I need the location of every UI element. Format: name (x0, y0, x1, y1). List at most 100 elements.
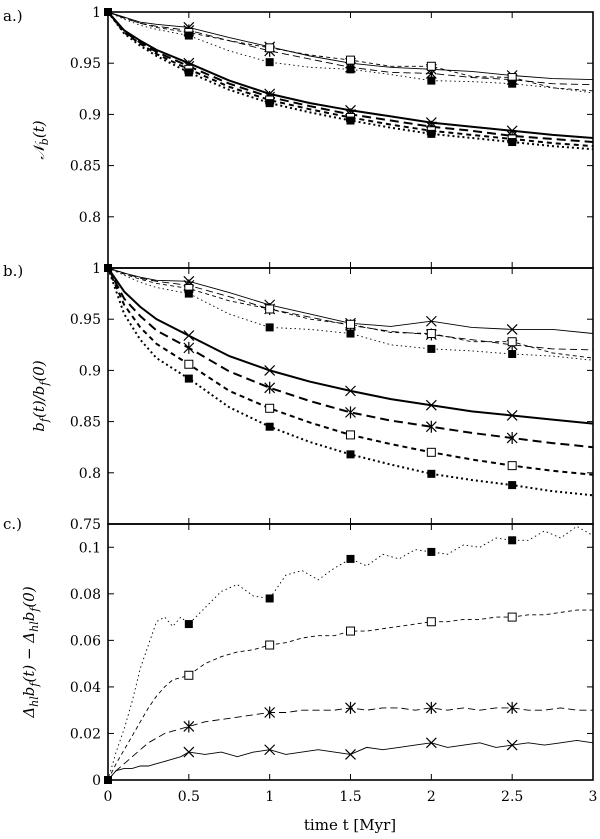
data-point-filledsquare (346, 450, 355, 459)
x-tick-label: 2 (427, 789, 436, 805)
panel-a-ylabel: 𝒩b(t) (30, 120, 51, 159)
data-point-opensquare (507, 461, 517, 471)
y-tick-label: 0.9 (79, 363, 101, 379)
panel-b-label: b.) (3, 262, 23, 280)
data-point-filledsquare (346, 65, 355, 74)
data-point-filledsquare (265, 594, 274, 603)
data-point-star (264, 381, 276, 394)
data-point-star (506, 701, 518, 714)
data-point-filledsquare (184, 374, 193, 383)
panel-c: c.) Δhlbf(t) − Δhlbf(0) 0 0.02 0.04 0.06 0.0… (3, 515, 597, 834)
data-point-opensquare (507, 612, 517, 622)
panel-b-ylabel: bf(t)/bf(0) (30, 360, 51, 432)
x-tick-label: 0 (104, 789, 113, 805)
data-point-filledsquare (508, 536, 517, 545)
y-tick-label: 0 (92, 773, 101, 789)
data-point-opensquare (265, 304, 275, 314)
y-tick-label: 0.85 (70, 415, 101, 431)
data-point-filledsquare (427, 76, 436, 85)
data-point-star (506, 431, 518, 444)
series-line-thin-short-dash-open-square (107, 11, 594, 92)
data-point-filledsquare (265, 58, 274, 67)
data-point-opensquare (265, 403, 275, 413)
panel-a-ticks: 0.8 0.85 0.9 0.95 1 (70, 5, 593, 268)
data-point-filledsquare (346, 116, 355, 125)
data-point-filledsquare (508, 350, 517, 359)
data-point-x (506, 410, 518, 421)
panel-c-ylabel: Δhlbf(t) − Δhlbf(0) (20, 586, 41, 719)
data-point-filledsquare (508, 138, 517, 147)
y-tick-label: 0.8 (79, 210, 101, 226)
data-point-filledsquare (265, 422, 274, 431)
data-point-opensquare (346, 319, 355, 329)
series-line-thin-solid-x (107, 11, 594, 81)
y-tick-label: 0.02 (70, 726, 101, 742)
data-point-x (425, 399, 437, 411)
panel-a: a.) 𝒩b(t) 0.8 0.85 0.9 0.95 1 (3, 5, 594, 269)
panel-b-ticks: 0.8 0.85 0.9 0.95 1 (70, 261, 593, 524)
series-line-thin-long-dash-star (107, 11, 594, 86)
series-line-thick-short-dash-open-square (107, 11, 594, 148)
data-point-star (264, 706, 276, 719)
data-point-x (345, 385, 356, 397)
data-point-star (425, 420, 437, 433)
data-point-opensquare (346, 626, 355, 636)
data-point-opensquare (426, 617, 436, 627)
data-point-filledsquare (508, 79, 517, 88)
data-point-x (183, 746, 195, 758)
data-point-star (345, 406, 356, 419)
data-point-x (425, 737, 437, 749)
data-point-origin (104, 264, 112, 272)
y-tick-label-top: 0.75 (70, 517, 101, 533)
data-point-x (425, 315, 437, 327)
data-point-opensquare (507, 337, 517, 347)
series-line-thick-dotted-filled-square (107, 267, 594, 497)
data-point-x (345, 748, 356, 760)
data-point-x (264, 364, 276, 376)
series-line-thick-dotted-filled-square (107, 11, 594, 151)
data-point-x (506, 324, 518, 335)
data-point-filledsquare (427, 344, 436, 353)
series-line-thin-short-dash-open-square (107, 267, 594, 359)
data-point-origin (104, 8, 112, 16)
data-point-opensquare (426, 61, 436, 71)
data-point-opensquare (184, 359, 194, 369)
x-tick-label: 1 (265, 789, 274, 805)
panel-a-series (104, 8, 594, 151)
data-point-filledsquare (184, 289, 193, 298)
data-point-star (183, 341, 195, 354)
series-line-thin-long-dash-star (107, 707, 593, 781)
panel-b-series (104, 264, 594, 497)
data-point-filledsquare (427, 547, 436, 556)
panel-c-label: c.) (3, 515, 22, 533)
panel-c-series (104, 525, 594, 784)
series-line-thick-long-dash-star (107, 267, 594, 449)
series-line-thin-dotted-filled-square (107, 267, 594, 361)
data-point-filledsquare (265, 323, 274, 332)
data-point-filledsquare (427, 469, 436, 478)
data-point-filledsquare (184, 68, 193, 77)
data-point-filledsquare (184, 620, 193, 629)
data-point-filledsquare (346, 554, 355, 563)
data-point-opensquare (265, 640, 275, 650)
data-point-star (425, 701, 437, 714)
series-line-thick-solid-x (107, 267, 594, 425)
data-point-filledsquare (508, 481, 517, 490)
data-point-filledsquare (184, 31, 193, 40)
series-line-thin-dotted-filled-square (107, 11, 594, 94)
series-line-thick-long-dash-star (107, 11, 594, 143)
y-tick-label: 0.8 (79, 466, 101, 482)
y-tick-label: 1 (92, 261, 101, 277)
y-tick-label: 0.06 (70, 633, 101, 649)
series-line-thin-dotted-filled-square (107, 525, 594, 781)
y-tick-label: 0.85 (70, 159, 101, 175)
x-tick-label: 2.5 (501, 789, 523, 805)
x-tick-label: 3 (589, 789, 598, 805)
data-point-origin (104, 776, 112, 784)
y-tick-label: 0.08 (70, 587, 101, 603)
series-line-thick-short-dash-open-square (107, 267, 594, 476)
data-point-opensquare (346, 55, 355, 65)
data-point-x (506, 739, 518, 751)
series-line-thick-solid-x (107, 11, 594, 139)
